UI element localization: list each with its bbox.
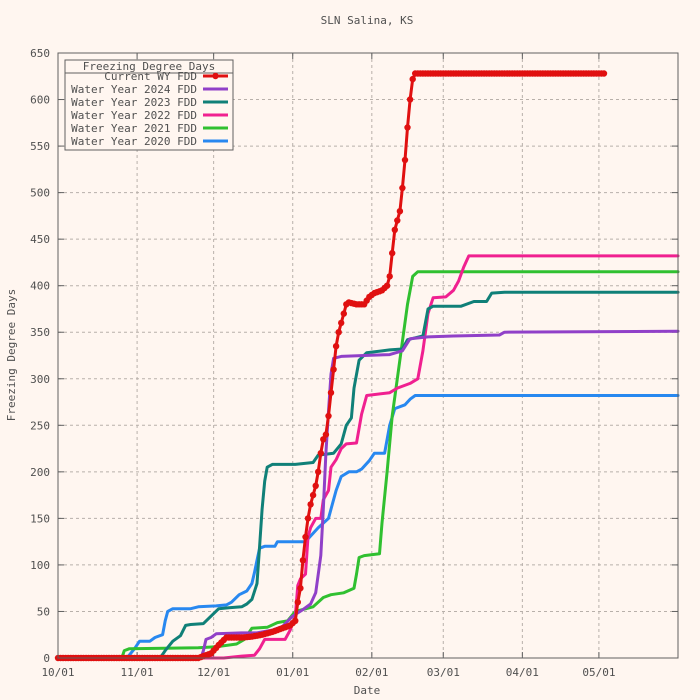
x-tick-label: 04/01: [506, 666, 539, 679]
x-axis-label: Date: [354, 684, 381, 697]
data-point: [391, 226, 398, 233]
y-tick-label: 600: [30, 94, 50, 107]
x-tick-label: 05/01: [582, 666, 615, 679]
y-tick-label: 0: [43, 652, 50, 665]
data-point: [304, 515, 312, 522]
series-line: [56, 394, 680, 660]
y-tick-label: 550: [30, 140, 50, 153]
legend-label: Water Year 2022 FDD: [71, 109, 197, 122]
y-tick-label: 250: [30, 419, 50, 432]
y-tick-label: 350: [30, 326, 50, 339]
x-tick-label: 02/01: [355, 666, 388, 679]
y-tick-label: 650: [30, 47, 50, 60]
data-point: [299, 557, 307, 564]
data-point: [292, 617, 299, 624]
data-point: [320, 436, 327, 443]
data-point: [406, 96, 414, 103]
data-point: [330, 366, 337, 373]
y-tick-label: 150: [30, 512, 50, 525]
data-point: [297, 585, 304, 592]
x-tick-label: 10/01: [41, 666, 74, 679]
y-tick-label: 450: [30, 233, 50, 246]
y-tick-label: 300: [30, 373, 50, 386]
series-water-year-2021-fdd: [56, 270, 680, 660]
data-point: [309, 491, 317, 499]
y-tick-label: 400: [30, 280, 50, 293]
data-point: [312, 482, 319, 489]
legend-label: Water Year 2023 FDD: [71, 96, 197, 109]
legend-label: Water Year 2021 FDD: [71, 122, 197, 135]
y-tick-label: 100: [30, 559, 50, 572]
chart-title: SLN Salina, KS: [321, 14, 414, 27]
data-point: [302, 533, 309, 541]
series-line: [56, 270, 680, 660]
data-point: [307, 501, 314, 508]
data-point: [315, 468, 322, 475]
data-point: [386, 273, 393, 280]
legend: Freezing Degree Days Current WY FDDWater…: [64, 59, 234, 151]
x-tick-label: 11/01: [121, 666, 154, 679]
data-point: [401, 156, 409, 164]
data-point: [317, 450, 324, 457]
series-water-year-2023-fdd: [56, 290, 680, 660]
series-line: [56, 329, 680, 660]
data-point: [383, 282, 391, 289]
legend-title: Freezing Degree Days: [83, 60, 215, 73]
plot-frame: [57, 52, 679, 659]
y-tick-labels: 0 50 100 150 200 250 300 350 400 450 500 550 600 650: [30, 47, 50, 665]
data-point: [325, 412, 332, 420]
data-point: [332, 343, 340, 350]
x-tick-labels: 10/01 11/01 12/01 01/01 02/01 03/01 04/01 05/01: [41, 666, 615, 679]
legend-label: Water Year 2020 FDD: [71, 135, 197, 148]
y-tick-label: 500: [30, 187, 50, 200]
data-point: [396, 208, 404, 215]
series-line: [56, 290, 680, 660]
legend-label: Current WY FDD: [104, 70, 197, 83]
series-water-year-2022-fdd: [56, 254, 680, 660]
series-line: [56, 254, 680, 660]
data-point: [335, 329, 342, 336]
y-tick-label: 200: [30, 466, 50, 479]
series-water-year-2020-fdd: [56, 394, 680, 660]
data-point: [399, 184, 406, 192]
x-tick-label: 01/01: [276, 666, 309, 679]
data-point: [409, 75, 416, 83]
x-tick-label: 12/01: [197, 666, 230, 679]
x-tick-label: 03/01: [427, 666, 460, 679]
data-point: [327, 389, 335, 396]
series-water-year-2024-fdd: [56, 329, 680, 660]
legend-marker: [212, 72, 219, 80]
data-point: [600, 70, 608, 77]
series-layer: [54, 70, 680, 662]
legend-label: Water Year 2024 FDD: [71, 83, 197, 96]
data-point: [322, 431, 330, 438]
y-tick-label: 50: [37, 605, 50, 618]
data-point: [340, 310, 347, 317]
data-point: [338, 319, 345, 327]
data-point: [294, 599, 301, 606]
data-point: [404, 124, 411, 131]
y-axis-label: Freezing Degree Days: [5, 289, 18, 421]
data-point: [389, 249, 396, 257]
data-point: [394, 217, 401, 224]
